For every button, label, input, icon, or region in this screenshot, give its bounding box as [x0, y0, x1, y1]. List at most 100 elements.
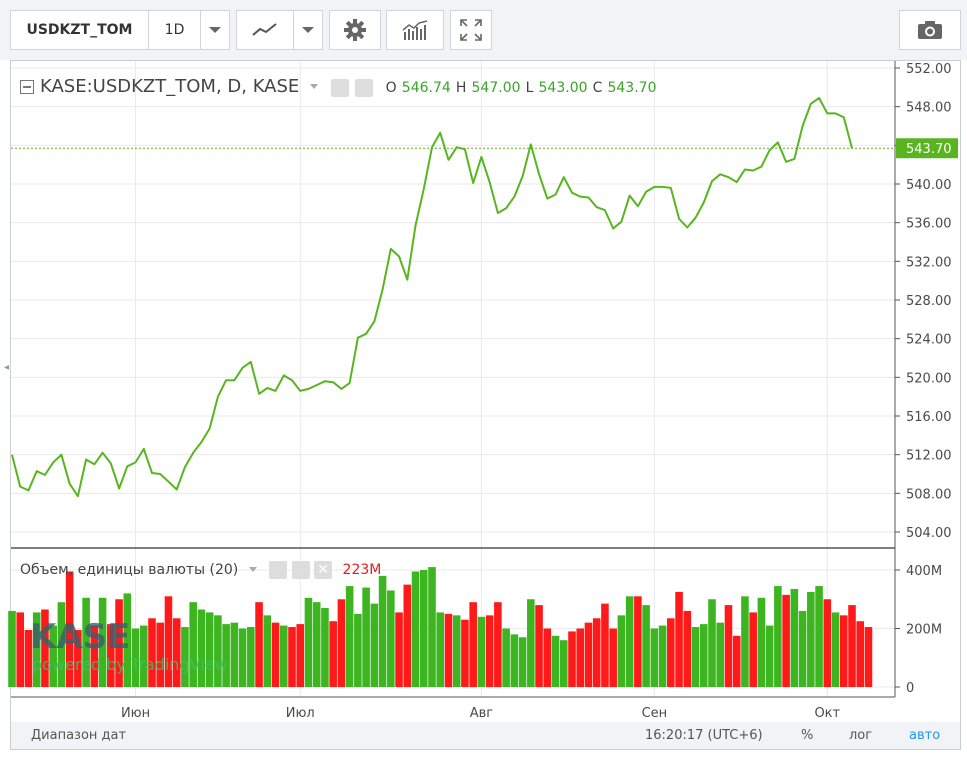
volume-tick-label: 0: [906, 681, 914, 696]
volume-bar: [115, 599, 123, 687]
volume-bar: [856, 621, 865, 687]
volume-bar: [576, 628, 585, 687]
watermark-logo: KASE: [30, 617, 130, 657]
volume-bar: [8, 610, 16, 687]
chevron-down-icon[interactable]: [248, 567, 257, 572]
volume-bar: [189, 602, 197, 687]
gear-icon: [344, 19, 366, 41]
log-toggle[interactable]: лог: [849, 728, 873, 743]
chevron-down-icon[interactable]: [310, 84, 319, 89]
volume-bar: [807, 591, 815, 687]
gear-icon[interactable]: [354, 78, 373, 97]
left-collapse-handle[interactable]: ◂: [4, 362, 10, 373]
volume-bar: [279, 625, 288, 687]
price-tick-label: 512.00: [906, 449, 952, 464]
volume-bar: [601, 603, 609, 687]
volume-bar: [749, 612, 757, 687]
volume-bar: [57, 602, 66, 687]
volume-bar: [527, 599, 535, 687]
volume-bar: [518, 637, 527, 687]
volume-bar: [329, 621, 337, 687]
volume-bar: [461, 619, 469, 687]
last-price-badge: [896, 138, 958, 159]
interval-dropdown-button[interactable]: [200, 10, 230, 50]
x-tick-label: Июн: [121, 706, 150, 721]
close-label: C: [592, 80, 603, 96]
volume-bar: [782, 594, 790, 687]
volume-bar: [131, 628, 140, 687]
price-legend: KASE:USDKZT_TOM, D, KASE O 546.74 H 547.…: [20, 76, 656, 97]
auto-toggle[interactable]: авто: [909, 728, 941, 743]
close-value: 543.70: [607, 80, 657, 96]
volume-bar: [675, 591, 683, 687]
eye-icon[interactable]: [269, 561, 288, 579]
volume-bar: [815, 586, 823, 687]
volume-bar: [823, 599, 832, 687]
volume-bar: [98, 597, 107, 687]
volume-bar: [477, 616, 486, 687]
chevron-down-icon: [302, 27, 314, 33]
volume-legend: Объем, единицы валюты (20) ✕ 223M: [20, 561, 381, 579]
snapshot-button[interactable]: [899, 10, 961, 50]
volume-bar: [691, 627, 700, 687]
date-range-button[interactable]: Диапазон дат: [31, 728, 127, 743]
volume-bar: [774, 586, 782, 687]
volume-bar: [708, 599, 716, 687]
volume-bar: [238, 628, 247, 687]
volume-bar: [485, 615, 494, 687]
price-tick-label: 532.00: [906, 255, 952, 270]
volume-bar: [831, 612, 840, 687]
low-value: 543.00: [538, 80, 588, 96]
volume-bar: [403, 584, 412, 687]
price-series-line[interactable]: [11, 97, 853, 498]
price-tick-label: 520.00: [906, 371, 952, 386]
symbol-search-button[interactable]: USDKZT_TOM: [10, 10, 149, 50]
volume-bar: [592, 618, 601, 687]
settings-button[interactable]: [329, 10, 381, 50]
volume-bar: [172, 618, 181, 687]
volume-bar: [304, 597, 313, 687]
price-tick-label: 508.00: [906, 487, 952, 502]
volume-bar: [222, 624, 230, 687]
percent-toggle[interactable]: %: [801, 728, 814, 743]
volume-bar: [732, 635, 741, 687]
x-tick-label: Июл: [286, 706, 315, 721]
open-value: 546.74: [401, 80, 451, 96]
volume-bar: [82, 597, 90, 687]
fullscreen-button[interactable]: [450, 10, 492, 50]
volume-bar: [395, 612, 403, 687]
x-tick-label: Авг: [470, 706, 494, 721]
indicators-button[interactable]: [386, 10, 444, 50]
volume-bar: [741, 596, 749, 687]
volume-bar: [337, 599, 346, 687]
volume-bar: [839, 615, 848, 687]
gear-icon[interactable]: [291, 561, 310, 579]
price-tick-label: 504.00: [906, 526, 952, 541]
volume-bar: [205, 612, 214, 687]
volume-bar: [370, 603, 379, 687]
volume-bar: [765, 625, 774, 687]
price-tick-label: 528.00: [906, 294, 952, 309]
volume-bar: [90, 625, 99, 687]
volume-bar: [247, 627, 255, 687]
volume-bar: [74, 629, 82, 687]
legend-collapse-icon[interactable]: [20, 80, 34, 94]
volume-bar: [469, 602, 477, 687]
close-icon[interactable]: ✕: [314, 561, 333, 579]
volume-bar: [148, 618, 156, 687]
volume-bar: [271, 622, 280, 687]
volume-bar: [625, 596, 634, 687]
price-tick-label: 516.00: [906, 410, 952, 425]
volume-bar: [65, 571, 74, 687]
volume-bar: [197, 609, 206, 687]
x-tick-label: Окт: [814, 706, 840, 721]
clock-readout: 16:20:17 (UTC+6): [645, 728, 763, 743]
volume-bar: [699, 624, 708, 687]
volume-bar: [321, 608, 329, 687]
volume-bar: [345, 586, 354, 687]
eye-icon[interactable]: [331, 78, 350, 97]
chart-style-dropdown-button[interactable]: [293, 10, 323, 50]
volume-bar: [642, 605, 650, 687]
volume-bar: [510, 634, 519, 687]
